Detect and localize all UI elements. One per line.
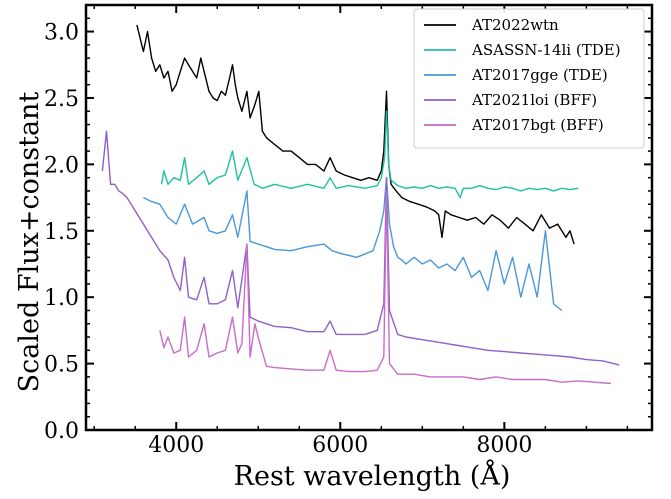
legend-box (413, 8, 645, 149)
x-tick-label: 6000 (312, 433, 368, 458)
series-line-4 (101, 130, 620, 366)
series-line-5 (159, 190, 612, 385)
series-line-2 (160, 110, 579, 199)
series-layer (101, 24, 620, 385)
x-axis-title: Rest wavelength (Å) (234, 459, 511, 492)
y-tick-label: 0.5 (44, 353, 79, 378)
legend-label-5: AT2017bgt (BFF) (471, 116, 604, 134)
series-line-1 (136, 24, 575, 245)
y-tick-label: 2.5 (44, 87, 79, 112)
series-line-3 (143, 176, 563, 312)
legend-label-3: AT2017gge (TDE) (471, 66, 608, 84)
axes-layer: 4000 6000 8000 0.0 0.5 1.0 1.5 2.0 2.5 3.0 (44, 3, 654, 458)
y-tick-label: 3.0 (44, 21, 79, 46)
x-tick-label: 8000 (476, 433, 532, 458)
legend-label-1: AT2022wtn (471, 16, 559, 34)
legend-label-4: AT2021loi (BFF) (471, 91, 597, 109)
y-axis-title: Scaled Flux+constant (14, 92, 45, 393)
y-tick-label: 1.5 (44, 220, 79, 245)
legend-label-2: ASASSN-14li (TDE) (471, 41, 621, 59)
y-tick-label: 2.0 (44, 153, 79, 178)
y-tick-label: 0.0 (44, 419, 79, 444)
y-tick-label: 1.0 (44, 286, 79, 311)
legend: AT2022wtn ASASSN-14li (TDE) AT2017gge (TDE… (413, 8, 645, 149)
x-tick-label: 4000 (148, 433, 204, 458)
